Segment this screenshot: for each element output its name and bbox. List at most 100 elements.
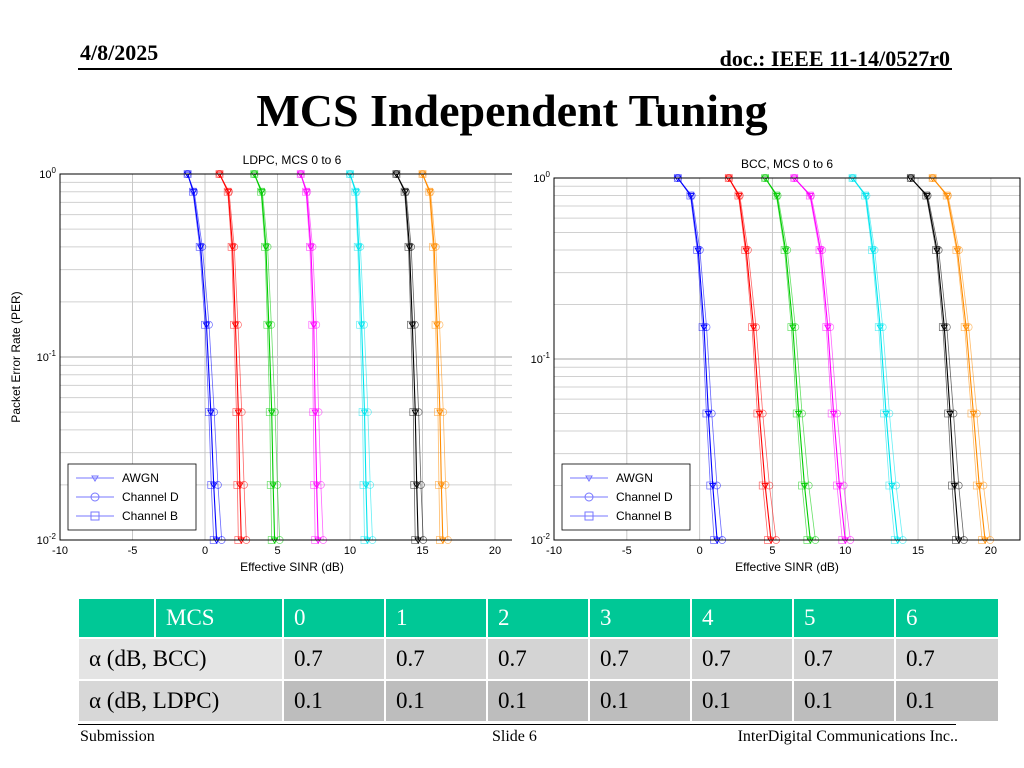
x-tick-label: -10 [546,545,562,557]
legend-marker [91,475,99,482]
y-axis-label: Packet Error Rate (PER) [9,291,23,422]
channel-b-series-line [764,177,808,541]
channel-b-series-line [677,177,715,541]
awgn-series-line [349,173,368,541]
x-tick-label: 20 [489,545,501,557]
data-point [878,323,887,331]
data-point [257,187,265,196]
channel-b-series-line [253,173,273,541]
data-point [410,481,419,489]
legend-marker [584,511,594,521]
y-tick-exponent: -1 [543,351,551,360]
table-header-cell: 2 [486,597,590,639]
table-header-cell: 6 [894,597,1000,639]
data-point [693,246,702,254]
legend-entry: AWGN [616,471,653,485]
data-point [366,481,375,489]
data-point [441,481,450,489]
y-tick-base: 10 [531,354,543,366]
awgn-series-line [187,173,218,541]
table-header-cell: 5 [792,597,896,639]
channel-d-series-line [253,173,281,541]
table-cell: 0.1 [282,679,386,723]
data-point [312,320,321,329]
awgn-series-line [421,173,444,541]
chart-legend: AWGN Channel D Channel B [561,463,691,531]
y-tick-label: 10-1 [37,349,57,364]
footer-submission: Submission [80,728,155,745]
data-point [833,481,841,490]
data-point [205,320,213,329]
data-point [404,242,413,251]
chart-title: LDPC, MCS 0 to 6 [243,153,342,167]
series-mcs-6 [418,170,452,544]
data-point [237,408,246,416]
data-point [800,483,809,490]
data-point [922,191,931,200]
series-mcs-1 [724,174,780,544]
data-point [310,481,319,489]
data-point [885,481,894,490]
data-point [308,320,317,329]
data-point [761,483,769,490]
channel-b-series-line [300,173,316,541]
data-point [972,481,981,490]
data-point [952,246,961,254]
data-point [748,323,756,331]
x-axis-label: Effective SINR (dB) [240,560,344,574]
data-point [312,482,321,489]
data-point [214,481,222,489]
legend-entry: Channel B [616,509,672,523]
data-point [240,481,248,489]
channel-d-series-line [396,173,424,541]
data-point [414,408,423,416]
awgn-series-line [395,173,419,541]
data-point [309,408,318,416]
awgn-series-line [253,173,276,541]
y-tick-base: 10 [533,173,545,185]
channel-b-series-line [910,177,957,541]
data-point [861,191,870,200]
table-cell: 0.1 [486,679,590,723]
data-point [885,409,894,418]
table-header-cell: 4 [690,597,794,639]
data-point [429,242,437,251]
table-header-cell: MCS [154,597,284,639]
y-tick-label: 100 [533,170,550,185]
table-cell: 0.1 [894,679,1000,723]
awgn-series-line [677,177,718,541]
channel-d-series-line [422,173,449,541]
data-point [687,193,695,200]
data-point [207,481,216,489]
data-point [351,187,360,196]
data-point [266,481,275,489]
data-point [708,483,717,490]
y-tick-label: 10-2 [37,532,57,547]
data-point [972,409,981,418]
awgn-series-line [910,177,960,541]
data-point [189,187,197,196]
y-tick-label: 10-2 [531,532,551,547]
awgn-series-line [219,173,242,541]
data-point [269,482,277,489]
footer-company: InterDigital Communications Inc.. [737,728,958,745]
data-point [706,481,715,490]
channel-b-series-line [219,173,239,541]
data-point [261,242,269,251]
series-mcs-1 [215,170,251,544]
data-point [938,323,947,331]
table-cell: 0.7 [894,637,1000,681]
y-tick-base: 10 [37,352,49,364]
table-cell: 0.7 [690,637,794,681]
data-point [874,323,883,331]
x-tick-label: 10 [839,545,851,557]
channel-d-series-line [349,173,373,541]
data-point [353,242,362,251]
y-tick-exponent: 0 [52,166,57,175]
chart-title: BCC, MCS 0 to 6 [741,157,833,171]
data-point [791,323,800,331]
data-point [271,408,279,416]
header-date: 4/8/2025 [80,40,159,65]
awgn-series-line [852,177,899,541]
table-cell: 0.7 [384,637,488,681]
